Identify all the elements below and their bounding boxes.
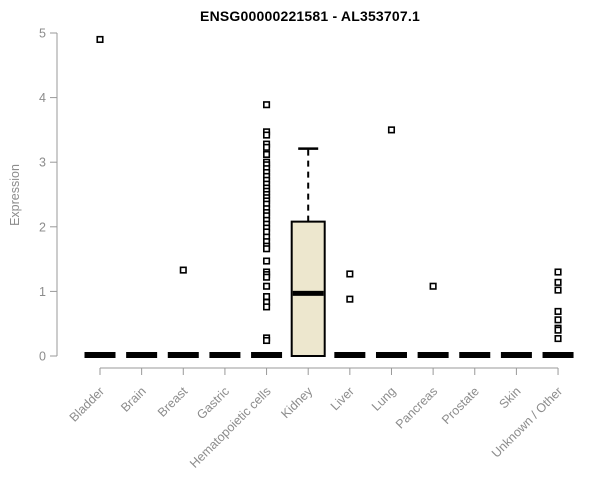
x-tick-label: Lung <box>369 384 399 414</box>
x-tick-label: Liver <box>328 384 357 413</box>
collapsed-box <box>375 352 407 358</box>
outlier-marker <box>263 336 271 345</box>
y-tick-label: 3 <box>39 156 46 170</box>
outlier-marker <box>554 278 562 286</box>
outlier-marker <box>554 268 562 276</box>
collapsed-box <box>209 352 241 358</box>
x-tick-label: Pancreas <box>393 384 440 431</box>
outlier-marker <box>554 286 562 294</box>
collapsed-box <box>459 352 491 358</box>
outlier-marker <box>429 282 437 290</box>
y-tick-label: 5 <box>39 27 46 41</box>
iqr-box <box>290 220 326 357</box>
x-tick-label: Breast <box>155 384 191 420</box>
outlier-marker <box>263 303 271 311</box>
outlier-marker <box>346 295 354 303</box>
outlier-marker <box>554 335 562 343</box>
outlier-marker <box>554 326 562 334</box>
outlier-marker <box>346 270 354 278</box>
y-tick-label: 1 <box>39 285 46 299</box>
x-tick-label: Unknown / Other <box>489 384 565 460</box>
outlier-marker <box>263 293 271 301</box>
outlier-marker <box>554 316 562 324</box>
x-tick-label: Brain <box>118 384 149 415</box>
collapsed-box <box>417 352 449 358</box>
collapsed-box <box>334 352 366 358</box>
x-tick-label: Kidney <box>278 384 315 421</box>
outlier-marker <box>96 35 104 44</box>
y-tick-label: 2 <box>39 220 46 234</box>
collapsed-box <box>84 352 116 358</box>
collapsed-box <box>542 352 574 358</box>
collapsed-box <box>500 352 532 358</box>
chart-title: ENSG00000221581 - AL353707.1 <box>200 8 420 24</box>
x-tick-label: Skin <box>496 384 523 411</box>
outlier-marker <box>263 273 271 281</box>
outlier-marker <box>179 266 187 274</box>
y-tick-label: 4 <box>39 91 46 105</box>
x-tick-label: Prostate <box>439 384 482 427</box>
outlier-marker <box>263 282 271 290</box>
median-line <box>292 290 324 296</box>
collapsed-box <box>167 352 199 358</box>
outlier-marker <box>263 257 271 265</box>
y-tick-label: 0 <box>39 350 46 364</box>
outlier-marker <box>263 150 271 158</box>
collapsed-box <box>251 352 283 358</box>
x-tick-label: Bladder <box>67 384 107 424</box>
collapsed-box <box>126 352 158 358</box>
outlier-marker <box>263 245 271 253</box>
outlier-marker <box>554 307 562 315</box>
x-tick-label: Hematopoietic cells <box>187 384 274 471</box>
x-tick-label: Gastric <box>194 384 232 422</box>
outlier-marker <box>263 143 271 151</box>
outlier-marker <box>263 101 271 109</box>
outlier-marker <box>263 131 271 139</box>
outlier-marker <box>387 126 396 134</box>
